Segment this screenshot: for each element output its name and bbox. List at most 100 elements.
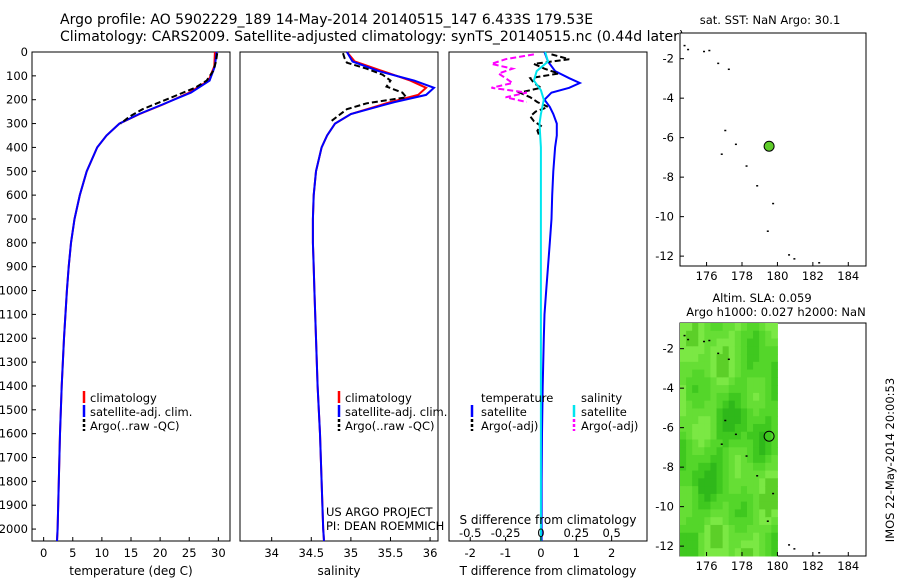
sla-cell — [680, 532, 687, 541]
sla-cell — [692, 462, 699, 472]
sla-cell — [716, 439, 724, 448]
island-speck — [756, 185, 759, 187]
sla-cell — [686, 431, 693, 440]
sla-cell — [692, 540, 699, 549]
sla-cell — [698, 400, 705, 409]
sla-cell — [692, 486, 699, 495]
sla-cell — [686, 501, 693, 510]
sla-cell — [759, 416, 766, 425]
x-tick-label: 34.5 — [298, 546, 324, 560]
sla-map-panel: Altim. SLA: 0.059 Argo h1000: 0.027 h200… — [655, 291, 867, 573]
sla-cell — [728, 423, 736, 433]
sla-cell — [680, 548, 687, 557]
sla-cell — [734, 400, 742, 409]
sla-cell — [722, 486, 730, 495]
sla-cell — [698, 354, 705, 363]
sla-cell — [692, 369, 699, 378]
sla-cell — [771, 517, 778, 526]
sla-cell — [728, 447, 736, 456]
lon-tick-label: 176 — [696, 269, 718, 283]
sla-cell — [753, 354, 760, 363]
lon-tick-label: 178 — [731, 269, 753, 283]
sla-cell — [765, 478, 772, 487]
sla-cell — [710, 423, 718, 433]
lat-tick-label: -10 — [655, 210, 674, 224]
sla-cell — [765, 354, 772, 363]
sla-cell — [765, 338, 772, 347]
sla-cell — [753, 400, 760, 409]
difference-axes-box — [448, 51, 648, 542]
sla-cell — [686, 524, 693, 534]
sla-cell — [704, 392, 711, 402]
series-argo-raw-qc- — [119, 53, 219, 125]
salinity-tick-labels: 34 34.5 35 35.5 36 — [264, 537, 437, 560]
sla-cell — [740, 439, 748, 448]
lon-tick-label: 178 — [731, 559, 753, 573]
sla-cell — [759, 323, 766, 332]
sla-cell — [704, 540, 711, 549]
sla-cell — [771, 493, 778, 503]
temperature-legend: climatology satellite-adj. clim. Argo(..… — [82, 391, 192, 433]
sla-cell — [710, 354, 718, 363]
sla-cell — [728, 493, 736, 503]
sla-cell — [686, 447, 693, 456]
sla-cell — [680, 540, 687, 549]
sla-cell — [746, 392, 754, 402]
depth-tick-label: 1800 — [0, 474, 28, 488]
depth-tick-label: 400 — [6, 140, 28, 154]
sla-cell — [740, 330, 748, 340]
sla-cell — [698, 369, 705, 378]
sla-cell — [692, 524, 699, 534]
x-tick-label: 20 — [153, 546, 168, 560]
sla-cell — [710, 385, 718, 394]
legend-label-s-argo: Argo(-adj) — [581, 419, 638, 433]
series-s-argo-adj- — [487, 53, 535, 104]
sla-cell — [759, 346, 766, 355]
sla-cell — [710, 346, 718, 355]
s-tick-label: 0.25 — [563, 526, 589, 540]
lat-tick-label: -2 — [663, 342, 674, 356]
sla-cell — [710, 517, 718, 526]
depth-tick-label: 1500 — [0, 403, 28, 417]
sla-cell — [710, 377, 718, 386]
legend-label-climatology: climatology — [345, 391, 412, 405]
sla-cell — [698, 532, 705, 541]
sla-cell — [716, 509, 724, 518]
sla-cell — [740, 524, 748, 534]
sla-cell — [759, 369, 766, 378]
project-text-line-2: PI: DEAN ROEMMICH — [326, 519, 444, 533]
sla-cell — [716, 470, 724, 479]
sla-cell — [740, 540, 748, 549]
header-line-1: Argo profile: AO 5902229_189 14-May-2014… — [60, 12, 593, 28]
sst-coastline-dots — [683, 44, 821, 264]
argo-float-marker — [763, 140, 775, 152]
sla-cell — [753, 455, 760, 464]
sla-cell — [716, 385, 724, 394]
sla-cell — [746, 509, 754, 518]
sla-cell — [680, 392, 687, 402]
sla-cell — [746, 486, 754, 495]
sla-cell — [692, 385, 699, 394]
sla-cell — [680, 493, 687, 503]
sla-cell — [722, 455, 730, 464]
sla-cell — [704, 462, 711, 472]
series-s-satellite — [532, 51, 550, 541]
sla-cell — [686, 385, 693, 394]
sla-cell — [771, 548, 778, 557]
sla-cell — [686, 423, 693, 433]
sla-cell — [746, 524, 754, 534]
island-speck — [788, 544, 791, 546]
sla-cell — [740, 509, 748, 518]
sla-cell — [686, 400, 693, 409]
lon-tick-label: 184 — [837, 269, 859, 283]
sla-cell — [740, 416, 748, 425]
sla-cell — [753, 369, 760, 378]
sla-cell — [759, 486, 766, 495]
sla-cell — [746, 548, 754, 557]
sla-cell — [759, 478, 766, 487]
sla-cell — [692, 361, 699, 371]
lat-tick-label: -12 — [655, 539, 674, 553]
sla-cell — [704, 509, 711, 518]
depth-tick-label: 500 — [6, 164, 28, 178]
